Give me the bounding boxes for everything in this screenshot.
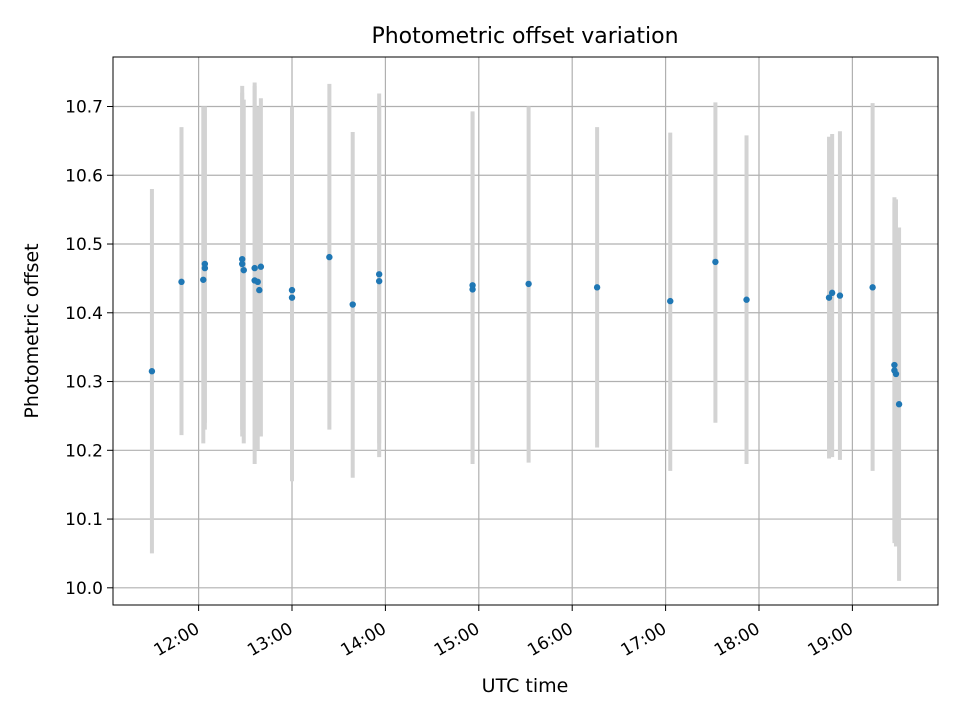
y-tick-label: 10.0 bbox=[65, 579, 103, 599]
y-axis-ticks: 10.0 10.1 10.2 10.3 10.4 10.5 10.6 10.7 bbox=[65, 98, 113, 599]
data-point bbox=[240, 266, 247, 274]
data-point bbox=[712, 258, 719, 266]
data-point bbox=[743, 296, 750, 303]
data-point bbox=[238, 255, 246, 263]
y-tick-label: 10.7 bbox=[65, 98, 103, 118]
y-axis-label: Photometric offset bbox=[21, 243, 43, 418]
y-tick-label: 10.2 bbox=[65, 441, 103, 461]
data-point bbox=[825, 294, 833, 301]
y-tick-label: 10.4 bbox=[65, 304, 103, 324]
data-point bbox=[178, 278, 185, 286]
data-point bbox=[593, 284, 601, 291]
data-point bbox=[892, 370, 900, 378]
data-point bbox=[375, 277, 383, 285]
data-point bbox=[238, 260, 246, 268]
y-tick-label: 10.3 bbox=[65, 373, 103, 393]
chart-title: Photometric offset variation bbox=[371, 24, 678, 49]
data-point bbox=[288, 294, 296, 301]
data-point bbox=[148, 368, 156, 375]
data-point bbox=[895, 401, 903, 408]
data-point bbox=[326, 253, 333, 261]
data-point bbox=[200, 276, 207, 283]
data-point bbox=[828, 289, 836, 297]
grid bbox=[113, 57, 938, 605]
data-point bbox=[869, 284, 876, 291]
data-point bbox=[288, 286, 296, 294]
data-point bbox=[469, 286, 476, 293]
data-point bbox=[891, 361, 898, 369]
y-tick-label: 10.6 bbox=[65, 166, 103, 186]
y-tick-label: 10.5 bbox=[65, 235, 103, 255]
data-point bbox=[256, 286, 263, 294]
data-point bbox=[375, 271, 383, 278]
data-points bbox=[148, 253, 903, 408]
data-point bbox=[257, 263, 265, 270]
data-point bbox=[667, 297, 674, 305]
data-point bbox=[836, 292, 844, 299]
y-tick-label: 10.1 bbox=[65, 510, 103, 530]
data-point bbox=[525, 280, 532, 288]
x-axis-label: UTC time bbox=[482, 675, 569, 697]
data-point bbox=[349, 301, 356, 308]
plot-frame bbox=[112, 56, 939, 606]
data-point bbox=[251, 264, 258, 272]
data-point bbox=[254, 278, 261, 286]
data-point bbox=[201, 260, 209, 268]
